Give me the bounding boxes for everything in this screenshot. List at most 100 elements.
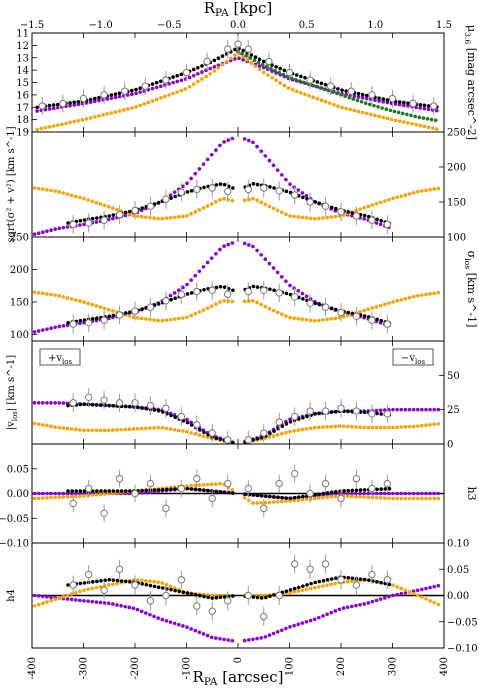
panel-h3: −0.10 −0.05 0.00 0.05 h3 [0, 443, 478, 550]
data-point [193, 287, 201, 296]
point-purple [387, 491, 391, 496]
point-model_black [169, 413, 173, 418]
point-purple [130, 92, 134, 97]
point-orange [259, 501, 263, 505]
point-orange [241, 54, 245, 59]
point-model_black [82, 581, 87, 585]
point-model_black [78, 402, 83, 407]
point-orange [230, 299, 235, 304]
point-orange [82, 196, 86, 201]
point-purple [65, 597, 70, 601]
point-orange [220, 62, 225, 67]
point-orange [158, 96, 163, 100]
point-orange [402, 120, 406, 124]
point-orange [39, 126, 44, 131]
point-model_black [321, 491, 326, 496]
point-orange [144, 215, 148, 219]
point-orange [78, 428, 82, 432]
point-orange [82, 588, 86, 592]
point-orange [148, 215, 152, 220]
point-purple [420, 407, 424, 412]
point-purple [395, 407, 399, 412]
point-model_black [171, 75, 175, 79]
point-orange [374, 201, 379, 206]
point-purple [428, 585, 432, 590]
point-purple [395, 491, 399, 496]
point-model_black [346, 576, 351, 580]
data-point [224, 290, 232, 298]
point-purple [45, 595, 49, 599]
point-purple [362, 602, 366, 606]
point-orange [352, 108, 357, 113]
point-orange [411, 424, 416, 429]
point-orange [245, 58, 250, 62]
point-orange [407, 295, 412, 300]
point-orange [304, 497, 309, 502]
point-model_black [253, 55, 258, 59]
data-point [203, 57, 211, 66]
point-orange [255, 300, 259, 305]
point-green [244, 54, 249, 58]
point-model_black [161, 487, 165, 492]
point-purple [205, 157, 210, 162]
point-model_black [375, 487, 379, 492]
point-purple [41, 594, 45, 599]
y-tick-label-right: 0.00 [447, 591, 469, 602]
point-orange [156, 216, 160, 221]
y-tick-label-left: 14 [16, 66, 29, 77]
point-green [388, 108, 393, 113]
point-model_black [140, 582, 145, 586]
point-model_black [257, 57, 262, 62]
point-orange [270, 75, 274, 80]
point-orange [134, 105, 138, 109]
point-model_black [123, 489, 128, 493]
point-purple [73, 598, 78, 602]
data-point [244, 436, 253, 444]
point-model_black [90, 402, 95, 407]
point-orange [222, 197, 226, 201]
point-orange [69, 193, 74, 198]
point-purple [271, 631, 276, 636]
point-orange [345, 424, 350, 429]
point-model_black [280, 424, 285, 429]
point-orange [275, 499, 280, 504]
point-orange [373, 113, 377, 118]
data-point [131, 206, 139, 215]
point-orange [407, 590, 412, 594]
point-orange [49, 598, 53, 603]
data-point [234, 40, 242, 48]
point-model_black [156, 200, 161, 205]
point-purple [385, 100, 390, 105]
point-model_black [251, 595, 256, 599]
bottom-tick-label: 100 [285, 657, 296, 676]
point-purple [86, 599, 90, 604]
point-purple [111, 602, 115, 606]
point-purple [205, 633, 210, 638]
point-model_black [218, 182, 223, 186]
panel-frame [31, 236, 445, 342]
point-green [409, 113, 413, 118]
y-tick-label-left: 18 [16, 115, 29, 126]
point-orange [65, 192, 70, 196]
point-orange [82, 300, 86, 304]
point-orange [90, 428, 95, 433]
point-model_black [78, 581, 83, 586]
point-orange [406, 121, 410, 125]
point-orange [109, 111, 114, 115]
point-green [429, 117, 434, 122]
point-purple [407, 491, 412, 496]
point-orange [331, 102, 336, 107]
y-axis-label: |vlos| [km s^-1] [6, 355, 19, 431]
point-orange [360, 110, 365, 115]
point-orange [226, 299, 231, 303]
point-orange [36, 602, 41, 607]
point-purple [257, 64, 262, 68]
point-model_black [185, 420, 190, 425]
point-purple [391, 407, 395, 412]
point-orange [201, 434, 206, 438]
data-point [146, 597, 155, 605]
point-orange [156, 580, 160, 584]
point-model_black [334, 576, 338, 580]
